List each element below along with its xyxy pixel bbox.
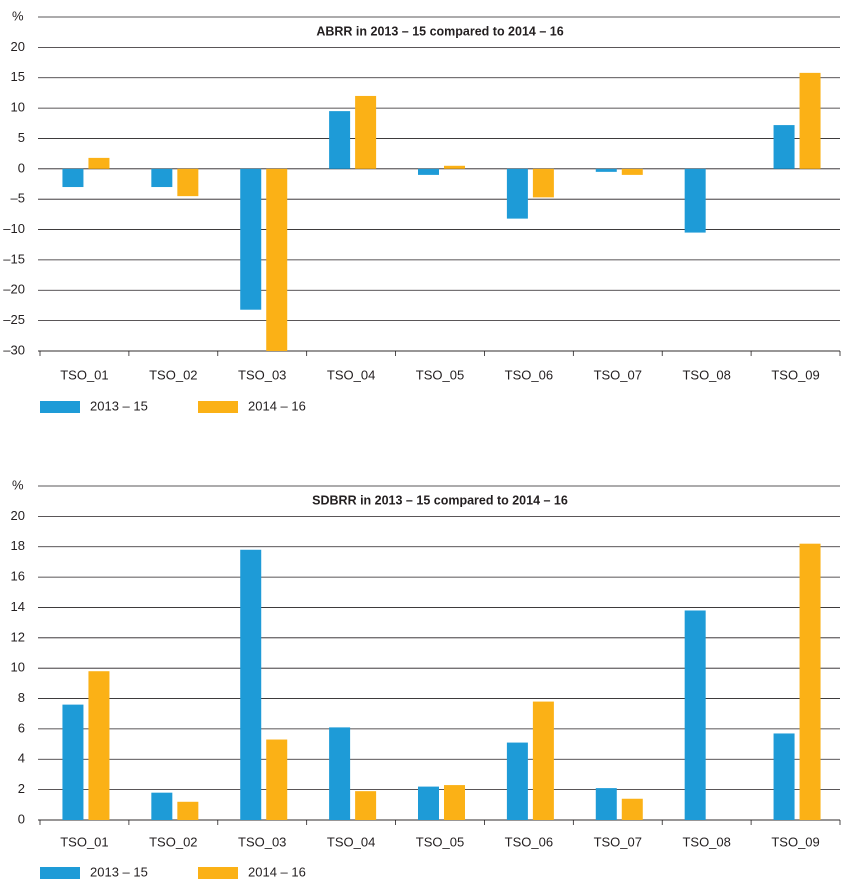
bar (355, 95, 377, 169)
x-tick-label: TSO_07 (594, 834, 642, 849)
y-tick-label: 20 (11, 508, 25, 523)
bar (418, 168, 439, 175)
y-tick-label: 6 (18, 720, 25, 735)
bar (177, 168, 199, 197)
bar (506, 168, 528, 219)
bar (88, 157, 110, 169)
bar (595, 168, 617, 172)
y-tick-label: –20 (3, 282, 25, 297)
y-tick-label: 14 (11, 599, 25, 614)
bar (799, 543, 821, 820)
bar (684, 168, 706, 233)
y-axis-label: % (12, 477, 24, 492)
bar (621, 168, 643, 175)
x-tick-label: TSO_04 (327, 834, 375, 849)
x-tick-label: TSO_09 (771, 367, 819, 382)
legend-label: 2013 – 15 (90, 864, 148, 879)
y-tick-label: 18 (11, 538, 25, 553)
x-tick-label: TSO_01 (60, 834, 108, 849)
bar (266, 739, 288, 820)
x-tick-label: TSO_09 (771, 834, 819, 849)
x-tick-label: TSO_06 (505, 367, 553, 382)
y-axis-label: % (12, 8, 24, 23)
y-tick-label: 16 (11, 569, 25, 584)
y-tick-label: 2 (18, 781, 25, 796)
bar (444, 785, 465, 820)
x-tick-label: TSO_08 (682, 367, 730, 382)
bar (444, 165, 465, 169)
legend-label: 2014 – 16 (248, 398, 306, 413)
bar (177, 801, 199, 820)
bar (240, 549, 262, 820)
bar (329, 111, 351, 169)
x-tick-label: TSO_03 (238, 367, 286, 382)
x-tick-label: TSO_03 (238, 834, 286, 849)
y-tick-label: 0 (18, 160, 25, 175)
bar (773, 125, 795, 169)
x-tick-label: TSO_06 (505, 834, 553, 849)
bar (621, 798, 643, 820)
bar (329, 727, 351, 820)
bar (62, 168, 84, 188)
y-tick-label: 4 (18, 751, 25, 766)
legend-label: 2014 – 16 (248, 864, 306, 879)
title: ABRR in 2013 – 15 compared to 2014 – 16 (316, 24, 563, 38)
y-tick-label: 10 (11, 660, 25, 675)
bar (355, 791, 377, 820)
legend-swatch (40, 401, 80, 413)
bar (684, 610, 706, 820)
legend-label: 2013 – 15 (90, 398, 148, 413)
bar (151, 168, 173, 188)
y-tick-label: 8 (18, 690, 25, 705)
y-tick-label: 5 (18, 130, 25, 145)
y-tick-label: 10 (11, 100, 25, 115)
legend-swatch (198, 867, 238, 879)
bar (240, 168, 262, 310)
legend-swatch (40, 867, 80, 879)
bar (506, 742, 528, 820)
x-tick-label: TSO_08 (682, 834, 730, 849)
bar (532, 168, 554, 198)
x-tick-label: TSO_07 (594, 367, 642, 382)
y-tick-label: –15 (3, 251, 25, 266)
legend-swatch (198, 401, 238, 413)
y-tick-label: 15 (11, 69, 25, 84)
y-tick-label: 20 (11, 39, 25, 54)
bar (151, 792, 173, 820)
x-tick-label: TSO_05 (416, 834, 464, 849)
bar (773, 733, 795, 820)
x-tick-label: TSO_02 (149, 834, 197, 849)
bar (532, 701, 554, 820)
y-tick-label: 12 (11, 629, 25, 644)
x-tick-label: TSO_04 (327, 367, 375, 382)
bar (595, 788, 617, 820)
title: SDBRR in 2013 – 15 compared to 2014 – 16 (312, 493, 568, 507)
bar (266, 168, 288, 351)
x-tick-label: TSO_01 (60, 367, 108, 382)
bar (799, 72, 821, 169)
x-tick-label: TSO_02 (149, 367, 197, 382)
bar (62, 704, 84, 820)
bar (88, 671, 110, 820)
y-tick-label: 0 (18, 811, 25, 826)
x-tick-label: TSO_05 (416, 367, 464, 382)
y-tick-label: –30 (3, 342, 25, 357)
y-tick-label: –25 (3, 312, 25, 327)
y-tick-label: –10 (3, 221, 25, 236)
bar (418, 786, 439, 820)
y-tick-label: –5 (11, 191, 25, 206)
